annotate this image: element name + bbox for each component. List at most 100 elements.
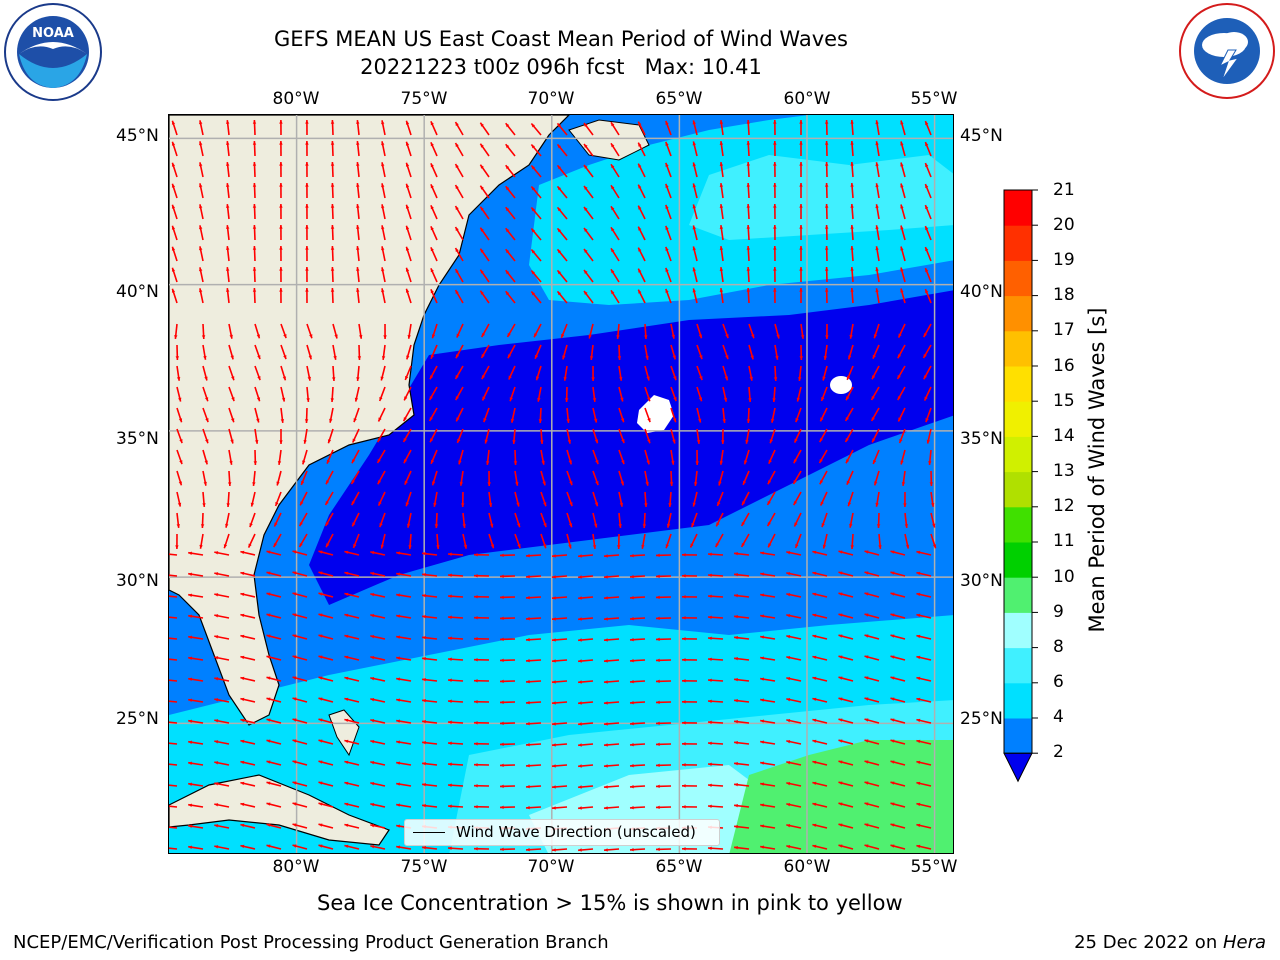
wind-wave-arrowhead <box>812 823 817 827</box>
wind-wave-arrowhead <box>240 655 245 660</box>
wind-wave-arrowhead <box>850 545 854 549</box>
wind-wave-arrowhead <box>381 141 385 146</box>
wind-wave-arrowhead <box>890 739 895 743</box>
wind-wave-arrowhead <box>838 697 843 701</box>
wind-wave-arrowhead <box>505 228 510 233</box>
wind-wave-arrowhead <box>825 288 829 292</box>
wind-wave-arrowhead <box>252 120 257 124</box>
wind-wave-arrowhead <box>318 802 323 806</box>
wind-wave-arrowhead <box>699 376 703 381</box>
wind-wave-arrow <box>169 721 178 724</box>
wind-wave-arrowhead <box>568 460 572 465</box>
wind-wave-arrowhead <box>656 553 660 557</box>
wind-wave-arrowhead <box>890 760 895 764</box>
wind-wave-arrowhead <box>510 418 515 423</box>
wind-wave-arrow <box>169 700 178 703</box>
wind-wave-arrowhead <box>900 267 904 272</box>
wind-wave-arrowhead <box>396 782 400 786</box>
wind-wave-arrowhead <box>226 162 230 166</box>
wind-wave-arrowhead <box>231 418 235 423</box>
wind-wave-arrowhead <box>188 677 192 681</box>
wind-wave-arrowhead <box>353 418 357 423</box>
wind-wave-arrowhead <box>646 460 650 465</box>
colorbar-band <box>1004 295 1032 332</box>
wind-wave-arrowhead <box>838 634 843 638</box>
wind-wave-arrowhead <box>630 680 634 684</box>
wind-wave-arrowhead <box>794 438 798 443</box>
wind-wave-arrow <box>169 679 178 682</box>
wind-wave-arrowhead <box>795 544 799 548</box>
wind-wave-arrowhead <box>448 741 452 745</box>
wind-wave-arrowhead <box>326 459 330 464</box>
wind-wave-arrowhead <box>578 701 582 705</box>
wind-wave-arrowhead <box>249 523 253 528</box>
wind-wave-arrowhead <box>266 550 271 554</box>
wind-wave-arrowhead <box>404 396 408 401</box>
wind-wave-arrowhead <box>799 356 803 360</box>
wind-wave-arrowhead <box>562 355 566 360</box>
wind-wave-arrowhead <box>325 522 329 526</box>
wind-wave-arrowhead <box>253 461 257 465</box>
wind-wave-arrowhead <box>923 354 927 358</box>
wind-wave-arrowhead <box>240 718 245 723</box>
wind-wave-arrowhead <box>647 397 651 402</box>
wind-wave-arrowhead <box>825 267 829 271</box>
legend-line-icon <box>413 832 445 833</box>
wind-wave-arrowhead <box>534 333 538 338</box>
wind-wave-arrowhead <box>526 554 530 558</box>
wind-wave-arrowhead <box>543 502 547 507</box>
wind-wave-arrowhead <box>916 655 921 660</box>
wind-wave-arrowhead <box>448 636 452 640</box>
wind-wave-arrowhead <box>718 481 722 486</box>
wind-wave-arrowhead <box>928 461 932 465</box>
wind-wave-arrowhead <box>379 523 383 528</box>
wind-wave-arrowhead <box>900 204 904 209</box>
wind-wave-arrowhead <box>305 246 309 250</box>
wind-wave-arrowhead <box>786 740 791 744</box>
wind-wave-arrowhead <box>717 501 721 506</box>
wind-wave-arrowhead <box>604 785 608 789</box>
wind-wave-arrowhead <box>812 592 817 596</box>
wind-wave-arrowhead <box>793 480 797 484</box>
colorbar-band <box>1004 471 1032 508</box>
wind-wave-arrowhead <box>864 613 869 617</box>
wind-wave-arrowhead <box>618 524 622 528</box>
lon-label-top: 75°W <box>400 89 448 109</box>
wind-wave-arrowhead <box>344 655 349 659</box>
wind-wave-arrowhead <box>171 120 176 125</box>
wind-wave-arrowhead <box>279 141 283 145</box>
wind-wave-arrowhead <box>351 501 355 506</box>
wind-wave-arrowhead <box>403 417 407 422</box>
wind-wave-arrowhead <box>305 141 309 145</box>
wind-wave-arrowhead <box>671 461 675 465</box>
wind-wave-arrowhead <box>864 697 869 701</box>
wind-wave-arrowhead <box>455 354 460 359</box>
wind-wave-arrowhead <box>430 289 434 294</box>
wind-wave-arrowhead <box>578 596 582 600</box>
wind-wave-arrowhead <box>281 397 286 402</box>
wind-wave-arrowhead <box>370 572 375 576</box>
wind-wave-arrowhead <box>403 438 407 442</box>
wind-wave-arrowhead <box>214 824 219 828</box>
wind-wave-arrowhead <box>589 356 594 360</box>
wind-wave-arrowhead <box>256 397 261 402</box>
wind-wave-arrowhead <box>878 545 882 549</box>
wind-wave-arrowhead <box>665 162 669 167</box>
wind-wave-arrowhead <box>252 162 257 166</box>
wind-wave-arrowhead <box>231 397 235 402</box>
wind-wave-arrowhead <box>214 845 219 849</box>
wind-wave-arrowhead <box>666 523 671 528</box>
wind-wave-arrowhead <box>405 141 410 146</box>
wind-wave-arrowhead <box>875 502 879 507</box>
wind-wave-arrowhead <box>734 573 738 577</box>
wind-wave-arrow <box>169 658 178 661</box>
colorbar-band <box>1004 366 1032 402</box>
colorbar-band <box>1004 225 1032 261</box>
wind-wave-arrowhead <box>768 459 772 464</box>
wind-wave-arrowhead <box>276 481 280 486</box>
wind-wave-arrowhead <box>696 440 701 444</box>
wind-wave-arrowhead <box>214 635 219 639</box>
lon-label-bottom: 75°W <box>400 857 448 877</box>
wind-wave-arrowhead <box>786 593 791 597</box>
wind-wave-arrowhead <box>344 760 349 764</box>
